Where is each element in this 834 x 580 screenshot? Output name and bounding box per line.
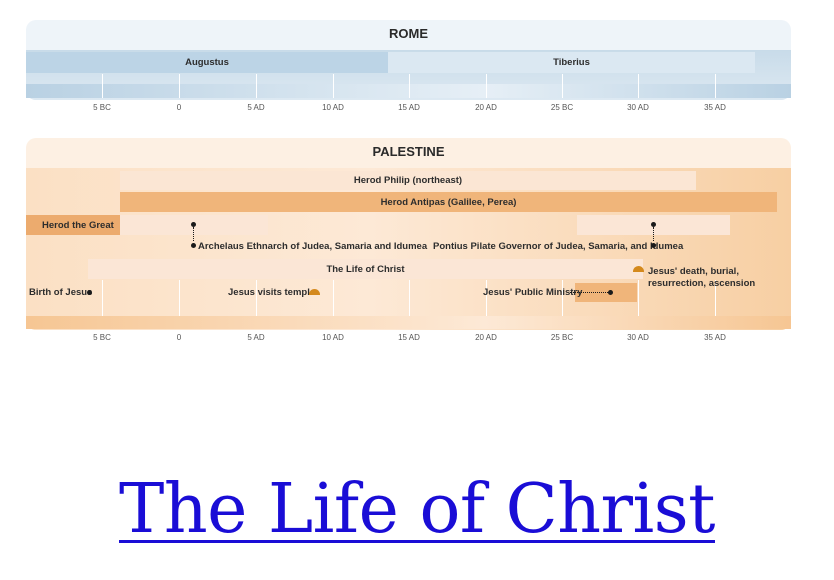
palestine-tick-label: 10 AD — [322, 333, 344, 342]
herod-philip-bar: Herod Philip (northeast) — [120, 171, 696, 190]
life-of-christ-bar: The Life of Christ — [88, 259, 643, 279]
birth-label: Birth of Jesus — [29, 287, 93, 298]
rome-grid-line — [333, 74, 334, 98]
rome-grid-line — [638, 74, 639, 98]
palestine-grid-line — [102, 280, 103, 328]
rome-tick-label: 25 BC — [550, 103, 574, 112]
death-label-line1: Jesus' death, burial, — [648, 266, 739, 277]
rome-grid-line — [409, 74, 410, 98]
rome-tick-label: 5 AD — [247, 103, 265, 112]
rome-tick-label: 0 — [176, 103, 182, 112]
rome-tick-label: 5 BC — [93, 103, 111, 112]
palestine-grid-line — [333, 280, 334, 328]
palestine-tick-label: 30 AD — [627, 333, 649, 342]
rome-tick-label: 15 AD — [398, 103, 420, 112]
palestine-time-strip — [26, 316, 791, 329]
palestine-grid-line — [179, 280, 180, 328]
augustus-bar: Augustus — [26, 52, 388, 73]
herod-the-great-bar: Herod the Great — [26, 215, 120, 235]
temple-marker-icon — [309, 289, 320, 295]
death-marker-icon — [633, 266, 644, 272]
rome-tick-label: 30 AD — [627, 103, 649, 112]
palestine-grid-line — [715, 280, 716, 328]
palestine-tick-label: 25 BC — [550, 333, 574, 342]
pilate-label: Pontius Pilate Governor of Judea, Samari… — [433, 241, 684, 252]
archelaus-connector — [193, 227, 194, 241]
palestine-tick-label: 5 BC — [93, 333, 111, 342]
life-of-christ-link[interactable]: The Life of Christ — [119, 470, 715, 549]
palestine-tick-label: 15 AD — [398, 333, 420, 342]
pilate-connector — [653, 227, 654, 241]
palestine-title: PALESTINE — [372, 144, 445, 159]
rome-tick-label: 35 AD — [704, 103, 726, 112]
ministry-label: Jesus' Public Ministry — [483, 287, 583, 298]
palestine-tick-label: 35 AD — [704, 333, 726, 342]
rome-grid-line — [486, 74, 487, 98]
pilate-end-dot — [651, 243, 656, 248]
rome-tick-label: 20 AD — [475, 103, 497, 112]
birth-dot — [87, 290, 92, 295]
death-label-line2: resurrection, ascension — [648, 278, 756, 289]
rome-title: ROME — [389, 26, 428, 41]
palestine-tick-label: 20 AD — [475, 333, 497, 342]
palestine-grid-line — [638, 280, 639, 328]
rome-grid-line — [562, 74, 563, 98]
palestine-tick-label: 5 AD — [247, 333, 265, 342]
rome-tick-label: 10 AD — [322, 103, 344, 112]
archelaus-label: Archelaus Ethnarch of Judea, Samaria and… — [198, 241, 428, 252]
tiberius-bar: Tiberius — [388, 52, 755, 73]
rome-grid-line — [179, 74, 180, 98]
archelaus-end-dot — [191, 243, 196, 248]
archelaus-start-dot — [191, 222, 196, 227]
palestine-grid-line — [256, 280, 257, 328]
herod-antipas-bar: Herod Antipas (Galilee, Perea) — [120, 192, 777, 212]
rome-time-strip — [26, 84, 791, 98]
pilate-start-dot — [651, 222, 656, 227]
ministry-connector — [570, 292, 610, 293]
palestine-grid-line — [486, 280, 487, 328]
rome-grid-line — [102, 74, 103, 98]
rome-grid-line — [715, 74, 716, 98]
palestine-tick-label: 0 — [176, 333, 182, 342]
rome-grid-line — [256, 74, 257, 98]
temple-label: Jesus visits temple — [228, 287, 316, 298]
palestine-grid-line — [562, 280, 563, 328]
ministry-end-dot — [608, 290, 613, 295]
palestine-grid-line — [409, 280, 410, 328]
